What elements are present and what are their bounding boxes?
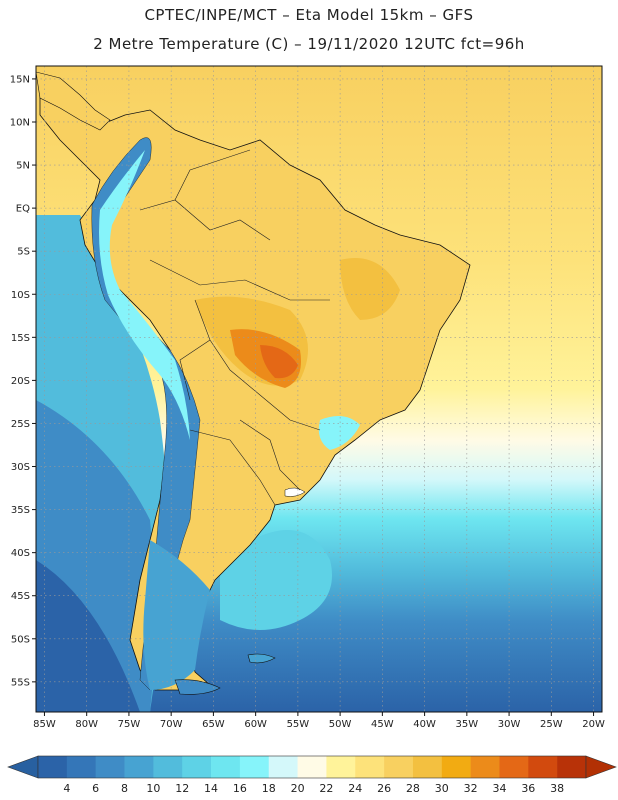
colorbar-label: 38	[550, 782, 564, 795]
hot-region-northeast	[340, 258, 400, 320]
lon-label: 65W	[202, 719, 225, 730]
colorbar-swatch	[326, 756, 356, 778]
central-america-land	[36, 71, 111, 131]
colorbar-swatch	[66, 756, 96, 778]
lat-label: 40S	[11, 548, 30, 559]
colorbar-label: 8	[121, 782, 128, 795]
colorbar-swatch	[557, 756, 587, 778]
colorbar-label: 32	[464, 782, 478, 795]
lon-label: 50W	[329, 719, 352, 730]
colorbar-label: 34	[492, 782, 506, 795]
lat-label: 30S	[11, 462, 30, 473]
atlantic-cold-tongue	[220, 530, 332, 630]
lat-label: 45S	[11, 591, 30, 602]
colorbar-swatch	[211, 756, 241, 778]
longitude-labels: 85W 80W 75W 70W 65W 60W 55W 50W 45W 40W 35W 30W 25W 2…	[33, 719, 605, 730]
colorbar-label: 6	[92, 782, 99, 795]
lat-label: 35S	[11, 505, 30, 516]
colorbar-swatch	[182, 756, 212, 778]
colorbar-label: 30	[435, 782, 449, 795]
colorbar-swatch	[470, 756, 500, 778]
axis-ticks	[32, 78, 595, 716]
colorbar-label: 22	[319, 782, 333, 795]
andes-mountains	[91, 137, 201, 691]
lat-label: 10N	[10, 117, 30, 128]
hot-region-peak	[260, 345, 298, 379]
lat-label: 15N	[10, 74, 30, 85]
tierra-del-fuego	[174, 679, 221, 695]
colorbar-swatch	[412, 756, 443, 778]
lat-label: 50S	[11, 634, 30, 645]
lat-label: 5S	[17, 247, 30, 258]
colorbar-label: 4	[63, 782, 70, 795]
colorbar-swatch	[355, 756, 385, 778]
lat-label: 55S	[11, 677, 30, 688]
colorbar-label: 24	[348, 782, 362, 795]
lon-label: 85W	[33, 719, 56, 730]
lon-label: 60W	[244, 719, 267, 730]
country-borders	[139, 149, 330, 506]
lat-label: 25S	[11, 419, 30, 430]
lon-label: 25W	[540, 719, 563, 730]
south-america-land	[39, 84, 471, 691]
colorbar-swatch	[499, 756, 529, 778]
lon-label: 20W	[582, 719, 605, 730]
map-area	[36, 66, 602, 712]
colorbar-high-arrow	[585, 755, 617, 779]
colorbar-label: 10	[146, 782, 160, 795]
title-line-1: CPTEC/INPE/MCT – Eta Model 15km – GFS	[144, 6, 474, 24]
colorbar-swatch	[528, 756, 558, 778]
colorbar-low-arrow	[7, 755, 39, 779]
lat-label: 10S	[11, 290, 30, 301]
latitude-labels: 15N 10N 5N EQ 5S 10S 15S 20S 25S 30S 35S 40S 45S 50S 5…	[10, 74, 30, 688]
colorbar-label: 36	[521, 782, 535, 795]
river-plate	[284, 487, 306, 497]
patagonia	[143, 540, 210, 690]
lon-label: 30W	[498, 719, 521, 730]
colorbar-swatch	[441, 756, 471, 778]
lon-label: 40W	[413, 719, 436, 730]
colorbar-swatch	[124, 756, 154, 778]
colorbar-label: 18	[262, 782, 276, 795]
title-line-2: 2 Metre Temperature (C) – 19/11/2020 12U…	[93, 35, 525, 53]
lon-label: 70W	[160, 719, 183, 730]
colorbar-label: 20	[291, 782, 305, 795]
colorbar-label: 16	[233, 782, 247, 795]
andes-foothills	[99, 150, 190, 440]
lat-label: 20S	[11, 376, 30, 387]
colorbar-label: 26	[377, 782, 391, 795]
lat-label: 5N	[16, 161, 30, 172]
colorbar-swatch	[297, 756, 327, 778]
colorbar-swatch	[38, 756, 68, 778]
lon-label: 75W	[118, 719, 141, 730]
colorbar-swatch	[153, 756, 183, 778]
lon-label: 45W	[371, 719, 394, 730]
falkland-islands	[247, 653, 276, 664]
pacific-far-south	[36, 560, 140, 712]
colorbar-swatch	[239, 756, 270, 778]
colorbar-label: 14	[204, 782, 218, 795]
colorbar-swatch	[95, 756, 125, 778]
lon-label: 55W	[287, 719, 310, 730]
map-frame	[35, 65, 603, 713]
lat-label: EQ	[16, 204, 30, 215]
colorbar-label: 12	[175, 782, 189, 795]
colorbar-swatch	[268, 756, 298, 778]
lon-label: 35W	[456, 719, 479, 730]
southeast-coast-cool	[318, 416, 360, 450]
lat-label: 15S	[11, 333, 30, 344]
colorbar-swatch	[384, 756, 414, 778]
lon-label: 80W	[75, 719, 98, 730]
colorbar-label: 28	[406, 782, 420, 795]
colorbar: 4 6 8 10 12 14 16 18 20 22 24 26 28 30 32 34 36 38	[7, 755, 617, 795]
